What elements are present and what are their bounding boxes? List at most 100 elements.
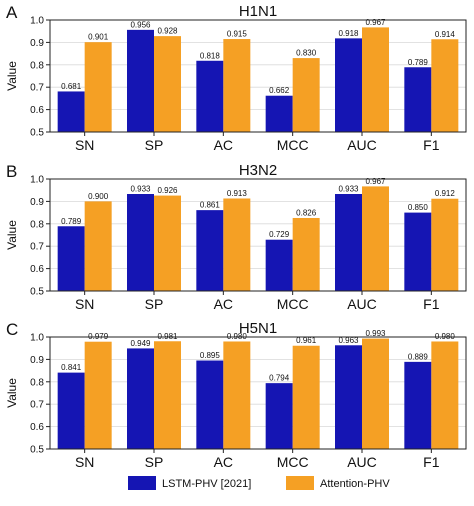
bar — [127, 348, 154, 449]
data-label: 0.818 — [200, 51, 221, 60]
panel-letter: B — [6, 162, 17, 181]
y-tick-label: 0.7 — [30, 242, 44, 253]
data-label: 0.850 — [408, 203, 429, 212]
bar — [335, 38, 362, 133]
y-tick-label: 0.6 — [30, 422, 44, 433]
data-label: 0.980 — [227, 332, 248, 341]
bar — [431, 198, 459, 291]
y-tick-label: 0.6 — [30, 264, 44, 275]
y-tick-label: 0.5 — [30, 287, 44, 298]
y-tick-label: 0.5 — [30, 128, 44, 139]
y-tick-label: 0.7 — [30, 400, 44, 411]
bar — [196, 60, 224, 132]
bar — [292, 217, 320, 291]
x-tick-label: AC — [214, 296, 233, 312]
data-label: 0.901 — [88, 33, 109, 42]
bar — [127, 29, 154, 132]
y-tick-label: 1.0 — [30, 333, 44, 344]
bar — [84, 201, 112, 291]
bar — [223, 341, 251, 449]
x-tick-label: AUC — [347, 296, 377, 312]
legend-swatch — [128, 476, 156, 490]
bar — [196, 210, 224, 291]
panel-title: H5N1 — [239, 320, 277, 337]
legend-entry: LSTM-PHV [2021] — [162, 478, 251, 490]
x-tick-label: MCC — [277, 454, 309, 470]
data-label: 0.900 — [88, 192, 109, 201]
data-label: 0.729 — [269, 230, 290, 239]
y-tick-label: 0.9 — [30, 355, 44, 366]
plot-frame — [49, 336, 467, 450]
x-tick-label: AUC — [347, 454, 377, 470]
data-label: 0.981 — [157, 332, 178, 341]
data-label: 0.949 — [130, 339, 151, 348]
x-tick-label: SN — [75, 137, 94, 153]
bar — [404, 361, 432, 449]
x-tick-label: F1 — [423, 296, 440, 312]
plot-frame — [49, 178, 467, 292]
bar — [223, 198, 251, 291]
legend: LSTM-PHV [2021] Attention-PHV — [128, 476, 390, 490]
panel-title: H3N2 — [239, 162, 277, 179]
data-label: 0.681 — [61, 82, 82, 91]
data-label: 0.662 — [269, 86, 290, 95]
data-label: 0.926 — [157, 186, 178, 195]
plot-frame — [49, 19, 467, 133]
y-axis-label: Value — [5, 61, 19, 91]
data-label: 0.928 — [157, 27, 178, 36]
bar — [431, 39, 459, 132]
bar — [292, 58, 320, 132]
data-label: 0.830 — [296, 49, 317, 58]
data-label: 0.861 — [200, 201, 221, 210]
x-tick-label: SN — [75, 296, 94, 312]
bar — [404, 212, 432, 291]
x-tick-label: MCC — [277, 296, 309, 312]
bar — [362, 27, 389, 133]
x-tick-label: AC — [214, 137, 233, 153]
data-label: 0.961 — [296, 336, 317, 345]
bar — [265, 383, 293, 449]
data-label: 0.918 — [338, 29, 359, 38]
bar — [223, 39, 251, 132]
y-axis-label: Value — [5, 220, 19, 250]
bar — [154, 341, 181, 449]
x-tick-label: F1 — [423, 454, 440, 470]
data-label: 0.912 — [435, 189, 456, 198]
panel-letter: A — [6, 3, 18, 22]
x-tick-label: AC — [214, 454, 233, 470]
y-tick-label: 0.8 — [30, 60, 44, 71]
y-tick-label: 0.9 — [30, 38, 44, 49]
bar — [84, 341, 112, 449]
data-label: 0.980 — [435, 332, 456, 341]
bar — [404, 67, 432, 132]
bar — [335, 345, 362, 449]
panel-a: A H1N1 0.5 0.6 0.7 0.8 0.9 1.0 Value 0.681 0.901 SN… — [5, 3, 467, 153]
bar — [431, 341, 459, 449]
data-label: 0.967 — [365, 18, 386, 27]
y-tick-label: 0.6 — [30, 105, 44, 116]
y-axis-label: Value — [5, 378, 19, 408]
bar — [362, 338, 389, 449]
bar — [196, 360, 224, 449]
panel-letter: C — [6, 320, 18, 339]
data-label: 0.895 — [200, 351, 221, 360]
y-tick-label: 0.5 — [30, 445, 44, 456]
data-label: 0.914 — [435, 30, 456, 39]
x-tick-label: AUC — [347, 137, 377, 153]
data-label: 0.963 — [338, 336, 359, 345]
data-label: 0.933 — [130, 185, 151, 194]
bar — [57, 226, 85, 291]
data-label: 0.889 — [408, 352, 429, 361]
y-tick-label: 1.0 — [30, 16, 44, 27]
panel-title: H1N1 — [239, 3, 277, 20]
y-tick-label: 0.8 — [30, 377, 44, 388]
legend-entry: Attention-PHV — [320, 478, 390, 490]
data-label: 0.789 — [61, 217, 82, 226]
data-label: 0.915 — [227, 30, 248, 39]
legend-swatch — [286, 476, 314, 490]
x-tick-label: SP — [145, 137, 164, 153]
data-label: 0.841 — [61, 363, 82, 372]
bar — [335, 194, 362, 291]
bar — [84, 42, 112, 133]
